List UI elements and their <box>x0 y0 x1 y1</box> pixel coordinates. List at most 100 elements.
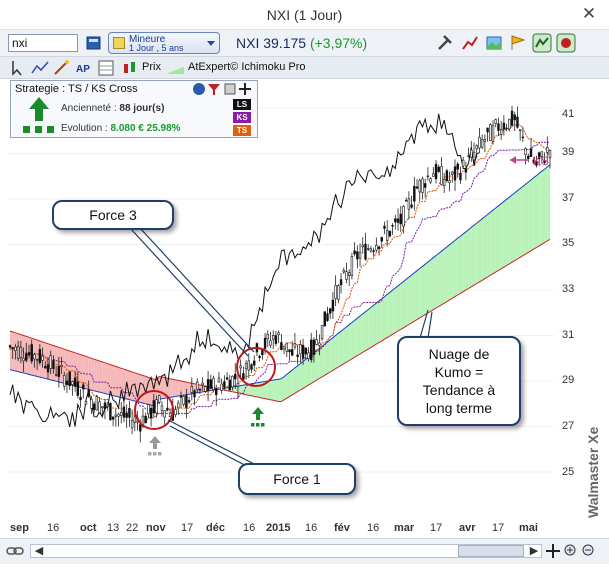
kumo-segment <box>354 318 358 358</box>
kumo-segment <box>476 220 480 284</box>
candle-body <box>445 170 449 182</box>
image-icon[interactable] <box>484 33 504 53</box>
kumo-segment <box>360 313 363 354</box>
kumo-segment <box>541 169 545 245</box>
text-icon[interactable]: AP <box>74 58 94 78</box>
kumo-segment <box>449 242 453 300</box>
book-icon[interactable] <box>84 33 104 53</box>
candle-body <box>217 377 221 383</box>
grid-icon[interactable] <box>96 58 116 78</box>
kumo-segment <box>362 311 366 353</box>
candle-body <box>518 129 522 131</box>
candle-body <box>394 218 397 223</box>
kumo-segment <box>172 379 176 397</box>
candle-body <box>312 339 316 355</box>
period-name: Mineure <box>129 34 166 45</box>
kumo-segment <box>118 367 122 398</box>
kumo-segment <box>20 334 24 374</box>
candle-body <box>168 412 172 417</box>
candle-body <box>120 411 123 416</box>
chart-icon[interactable] <box>460 33 480 53</box>
link-icon[interactable] <box>6 544 24 558</box>
kumo-segment <box>387 292 390 338</box>
x-tick-label: nov <box>146 522 166 534</box>
kumo-segment <box>398 283 401 332</box>
scroll-left-icon[interactable]: ◀ <box>34 545 44 557</box>
kumo-segment <box>232 386 236 393</box>
draw-icon[interactable] <box>52 58 72 78</box>
candle-body <box>480 139 484 148</box>
panel-tool-icons[interactable] <box>192 82 252 96</box>
zoom-out-icon[interactable] <box>582 544 596 558</box>
tools-icon[interactable] <box>436 33 456 53</box>
candle-body <box>16 346 20 359</box>
candle-body <box>385 230 389 241</box>
kumo-segment <box>327 339 331 374</box>
candle-body <box>25 353 28 361</box>
candle-body <box>179 395 183 398</box>
kumo-segment <box>341 329 344 366</box>
candle-body <box>253 360 256 366</box>
kumo-segment <box>446 244 450 302</box>
candle-body <box>239 365 242 369</box>
force3-pointer-a <box>129 227 249 357</box>
price-tab[interactable]: Prix <box>142 61 161 73</box>
candle-body <box>529 148 533 157</box>
candle-body <box>79 396 82 401</box>
candle-body <box>193 390 196 398</box>
alert-icon[interactable] <box>556 33 576 53</box>
scroll-thumb[interactable] <box>458 545 524 557</box>
kumo-segment <box>531 177 534 251</box>
kumo-segment <box>300 361 304 391</box>
scroll-right-icon[interactable]: ▶ <box>529 545 539 557</box>
flag-icon[interactable] <box>508 33 528 53</box>
symbol-input[interactable] <box>8 34 78 52</box>
kumo-segment <box>303 359 306 389</box>
candle-body <box>537 152 541 160</box>
evolution-value: 8.080 € 25.98% <box>110 123 181 134</box>
price-chart[interactable]: KS <box>8 80 554 517</box>
cloud-icon[interactable] <box>166 58 186 78</box>
cursor-icon[interactable] <box>8 58 28 78</box>
pan-icon[interactable] <box>546 544 560 558</box>
candle-body <box>491 125 495 142</box>
force3-pointer-b <box>139 227 255 353</box>
candle-body <box>27 352 31 356</box>
kumo-segment <box>479 218 483 282</box>
candle-body <box>437 166 440 172</box>
kumo-segment <box>267 380 271 400</box>
kumo-segment <box>335 333 339 369</box>
window-title: NXI (1 Jour) <box>266 7 343 23</box>
force3-circle <box>236 347 276 387</box>
close-icon[interactable]: ✕ <box>581 4 597 23</box>
scroll-track[interactable] <box>30 544 542 558</box>
period-selector[interactable]: Mineure 1 Jour , 5 ans <box>108 32 220 54</box>
candle-body <box>404 200 408 202</box>
candle-body <box>8 345 12 348</box>
x-tick-label: 17 <box>430 522 443 534</box>
candle-body <box>71 381 74 385</box>
candle-body <box>84 401 88 405</box>
candles-icon[interactable] <box>120 58 140 78</box>
candle-body <box>57 366 61 377</box>
candle-body <box>293 343 297 348</box>
candle-body <box>299 344 302 355</box>
candle-body <box>388 230 392 237</box>
candle-body <box>472 151 476 161</box>
signal-arrow-grey-dot <box>158 452 162 456</box>
kumo-segment <box>265 381 268 400</box>
strategy-title: Strategie : TS / KS Cross <box>15 83 138 95</box>
indicator-tab[interactable]: AtExpert© Ichimoku Pro <box>188 61 306 73</box>
candle-body <box>516 116 519 128</box>
y-tick-label: 35 <box>562 237 575 249</box>
kumo-segment <box>262 381 266 399</box>
candle-body <box>318 342 321 346</box>
candle-body <box>22 357 25 362</box>
candle-body <box>372 250 375 252</box>
x-tick-label: 13 <box>107 522 120 534</box>
zoom-in-icon[interactable] <box>564 544 578 558</box>
candle-body <box>508 118 511 130</box>
line-chart-icon[interactable] <box>30 58 50 78</box>
expert-icon[interactable] <box>532 33 552 53</box>
kumo-segment <box>175 379 179 397</box>
